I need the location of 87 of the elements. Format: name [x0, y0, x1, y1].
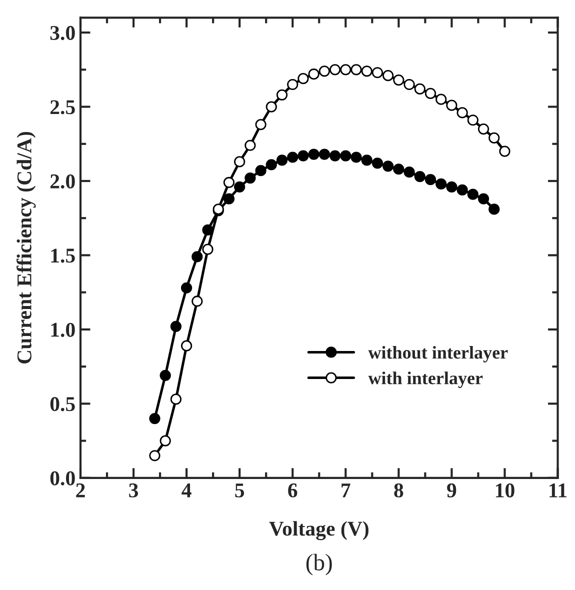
- point: [202, 244, 214, 255]
- point: [488, 204, 500, 215]
- point: [488, 132, 500, 144]
- point: [382, 160, 394, 172]
- point: [308, 148, 320, 160]
- point: [499, 146, 510, 157]
- point: [318, 66, 330, 77]
- y-tick-label: 2.0: [50, 174, 75, 189]
- point: [446, 100, 458, 111]
- point: [223, 193, 235, 204]
- point: [456, 107, 468, 118]
- y-tick-label: 2.5: [50, 100, 75, 114]
- point: [424, 88, 436, 99]
- point: [361, 154, 372, 166]
- x-axis-title: Voltage (V): [269, 521, 368, 540]
- x-tick-label: 4: [182, 484, 192, 498]
- point: [255, 119, 266, 130]
- y-tick-label: 0.5: [50, 397, 75, 412]
- point: [181, 282, 192, 294]
- point: [276, 154, 288, 166]
- x-tick-label: 10: [496, 483, 514, 498]
- point: [393, 74, 404, 86]
- point: [340, 150, 352, 162]
- y-axis-title: Current Efficiency (Cd/A): [16, 132, 36, 364]
- point: [456, 184, 468, 196]
- point: [149, 450, 160, 462]
- point: [149, 412, 160, 424]
- legend-label: with interlayer: [368, 372, 483, 388]
- point: [287, 152, 298, 163]
- point: [414, 83, 426, 95]
- point: [266, 159, 277, 170]
- legend-label: without interlayer: [368, 346, 508, 362]
- point: [308, 68, 320, 80]
- point: [372, 67, 384, 78]
- point: [393, 164, 404, 175]
- point: [234, 156, 246, 168]
- point: [255, 165, 266, 176]
- point: [318, 148, 330, 160]
- y-tick-label: 1.0: [51, 322, 75, 337]
- x-tick-label: 3: [129, 483, 138, 498]
- y-tick-label: 3.0: [50, 26, 75, 40]
- point: [446, 181, 458, 192]
- x-tick-label: 8: [394, 483, 404, 498]
- y-tick-label: 1.5: [51, 248, 75, 263]
- point: [276, 89, 288, 100]
- point: [160, 435, 171, 446]
- point: [424, 174, 436, 186]
- y-tick-label: 0.0: [50, 471, 75, 486]
- point: [181, 340, 192, 352]
- point: [223, 176, 235, 188]
- point: [350, 152, 362, 163]
- x-tick-label: 7: [342, 484, 350, 498]
- point: [298, 73, 309, 84]
- x-tick-label: 9: [447, 483, 456, 498]
- point: [202, 224, 214, 236]
- point: [436, 178, 447, 190]
- point: [170, 394, 182, 405]
- point: [266, 101, 277, 112]
- point: [382, 70, 394, 82]
- point: [160, 370, 171, 382]
- point: [340, 64, 352, 76]
- point: [192, 296, 203, 307]
- point: [404, 166, 415, 178]
- point: [329, 150, 341, 162]
- point: [329, 64, 341, 76]
- x-tick-label: 11: [550, 483, 567, 498]
- point: [372, 158, 384, 169]
- point: [478, 193, 490, 204]
- point: [298, 150, 309, 162]
- point: [414, 170, 426, 182]
- point: [244, 140, 256, 151]
- x-tick-label: 5: [235, 484, 244, 498]
- point: [361, 66, 372, 77]
- point: [244, 172, 256, 184]
- point: [467, 114, 478, 126]
- point: [234, 181, 246, 192]
- point: [436, 94, 447, 105]
- x-tick-label: 6: [288, 483, 298, 498]
- point: [170, 320, 182, 332]
- point: [467, 188, 478, 200]
- point: [404, 78, 415, 90]
- point: [192, 251, 203, 262]
- point: [287, 78, 298, 90]
- x-tick-label: 2: [76, 483, 85, 498]
- point: [350, 64, 362, 76]
- point: [478, 123, 490, 135]
- text: (b): [306, 554, 332, 576]
